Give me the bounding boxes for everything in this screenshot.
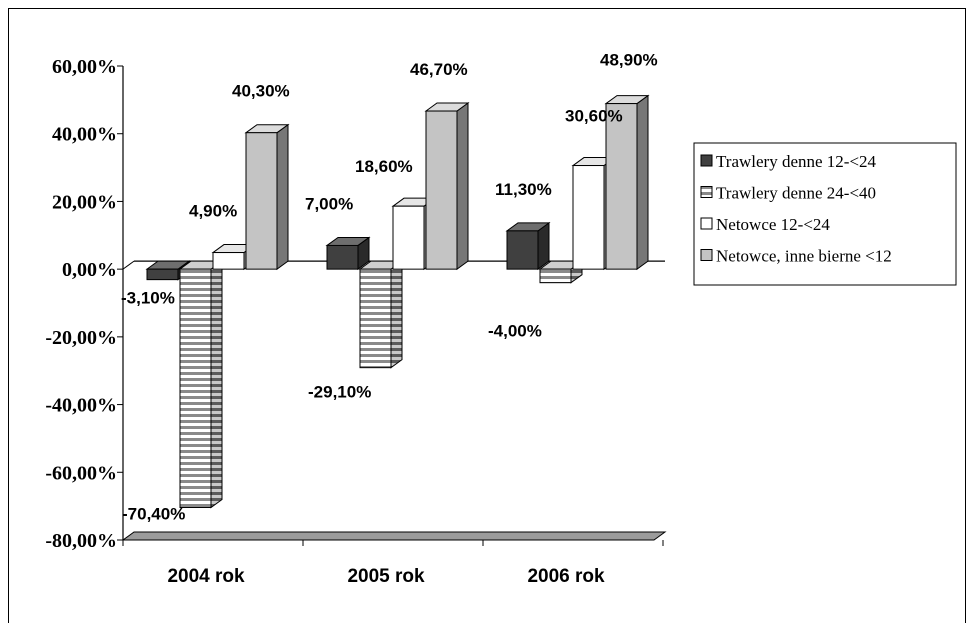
- bar: [325, 236, 371, 271]
- legend-item: Netowce, inne bierne <12: [700, 247, 892, 266]
- chart-bars: [145, 94, 650, 509]
- bar: [244, 123, 290, 271]
- bar-front: [539, 268, 572, 284]
- y-tick-label: 20,00%: [52, 191, 117, 213]
- bar-front: [179, 268, 212, 508]
- bar-side: [276, 123, 289, 271]
- chart-data-labels: -3,10% 7,00% 11,30% -70,40% -29,10% -4,00% 4,9…: [121, 51, 658, 524]
- bar-front: [245, 132, 278, 270]
- y-tick-label: 60,00%: [52, 56, 117, 78]
- chart-floor: [121, 531, 667, 541]
- data-label: -70,40%: [122, 504, 185, 523]
- bar-front: [326, 244, 359, 270]
- bar-front: [605, 103, 638, 270]
- data-label: -3,10%: [121, 289, 175, 308]
- legend-swatch: [700, 186, 713, 198]
- y-tick-label: -40,00%: [45, 395, 117, 417]
- data-label: 40,30%: [232, 82, 290, 101]
- bar-front: [425, 110, 458, 270]
- bar-side: [456, 102, 469, 271]
- bar-side: [636, 94, 649, 271]
- legend-swatch: [700, 249, 713, 261]
- y-tick-label: 40,00%: [52, 124, 117, 146]
- legend-label: Netowce, inne bierne <12: [716, 247, 892, 266]
- y-tick-label: -80,00%: [45, 530, 117, 552]
- data-label: -4,00%: [488, 322, 542, 341]
- bar-front: [212, 252, 245, 270]
- bar: [505, 221, 551, 271]
- legend-swatch: [700, 154, 713, 167]
- data-label: 11,30%: [495, 180, 552, 199]
- bar-front: [506, 230, 539, 270]
- chart-floor-slab: [121, 531, 667, 541]
- bar: [604, 94, 650, 271]
- legend: Trawlery denne 12-<24 Trawlery denne 24-<…: [693, 142, 957, 286]
- legend-label: Trawlery denne 24-<40: [716, 184, 876, 203]
- legend-label: Netowce 12-<24: [716, 215, 830, 234]
- bar: [358, 260, 404, 369]
- y-tick-label: -20,00%: [45, 327, 117, 349]
- legend-box: [693, 142, 957, 286]
- bar-front: [146, 268, 179, 281]
- data-label: 18,60%: [355, 157, 413, 176]
- bar-front: [392, 205, 425, 270]
- y-tick-label: 0,00%: [62, 259, 117, 281]
- data-label: -29,10%: [308, 383, 371, 402]
- bar-side: [210, 260, 223, 509]
- x-tick-label: 2006 rok: [527, 566, 605, 587]
- legend-item: Trawlery denne 12-<24: [700, 152, 877, 171]
- bar-front: [572, 165, 605, 270]
- y-tick-label: -60,00%: [45, 462, 117, 484]
- data-label: 4,90%: [189, 202, 237, 221]
- bar-front: [359, 268, 392, 369]
- chart-frame: [8, 8, 966, 623]
- bar: [424, 102, 470, 271]
- legend-item: Trawlery denne 24-<40: [700, 184, 876, 203]
- data-label: 7,00%: [305, 194, 353, 213]
- bar-side: [390, 260, 403, 369]
- legend-item: Netowce 12-<24: [700, 215, 830, 234]
- chart-axes: 60,00% 40,00% 20,00% 0,00% -20,00% -40,00% -60…: [45, 56, 665, 587]
- zero-line-depth: [122, 260, 135, 270]
- data-label: 48,90%: [600, 51, 658, 70]
- legend-label: Trawlery denne 12-<24: [716, 152, 877, 171]
- data-label: 46,70%: [410, 60, 468, 79]
- bar: [178, 260, 224, 509]
- data-label: 30,60%: [565, 107, 623, 126]
- x-tick-label: 2005 rok: [347, 566, 425, 587]
- legend-swatch: [700, 217, 713, 230]
- x-tick-label: 2004 rok: [167, 566, 245, 587]
